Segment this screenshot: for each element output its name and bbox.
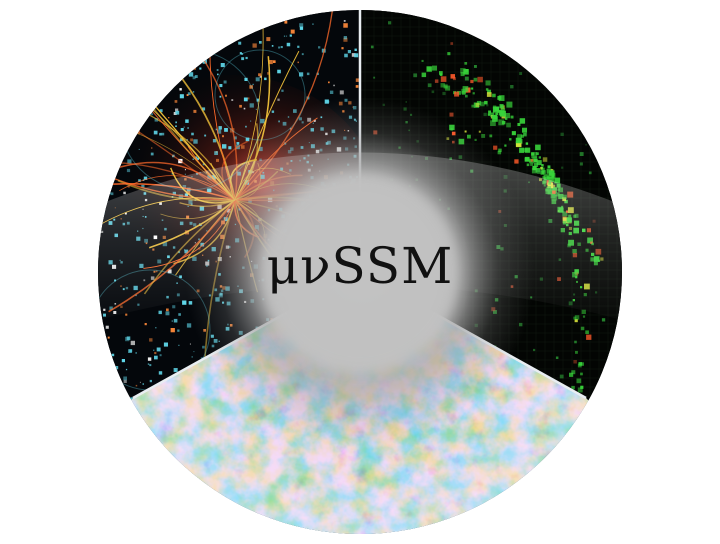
logo-title: μνSSM [266, 237, 454, 295]
